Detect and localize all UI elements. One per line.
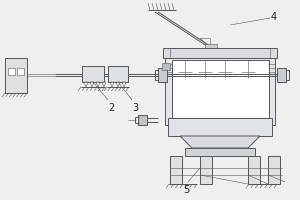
Text: 3: 3 [132, 103, 138, 113]
Bar [172, 60, 269, 118]
Bar [268, 156, 280, 184]
Text: 4: 4 [271, 12, 277, 22]
Bar [82, 66, 104, 82]
Polygon shape [84, 82, 88, 87]
Polygon shape [90, 82, 94, 87]
Polygon shape [122, 82, 126, 87]
Polygon shape [102, 82, 106, 87]
Bar [248, 156, 260, 184]
Bar [165, 55, 275, 125]
Bar [108, 66, 128, 82]
Text: 2: 2 [108, 103, 114, 113]
Bar [185, 148, 255, 156]
Bar [8, 68, 15, 75]
Bar [138, 115, 147, 125]
Bar [277, 68, 286, 82]
Bar [168, 118, 272, 136]
Bar [162, 63, 170, 70]
Text: 5: 5 [183, 185, 189, 195]
Bar [5, 58, 27, 93]
Polygon shape [180, 136, 260, 148]
Bar [17, 68, 24, 75]
Bar [170, 156, 182, 184]
Bar [163, 48, 277, 58]
Polygon shape [110, 82, 114, 87]
Polygon shape [96, 82, 100, 87]
Bar [205, 44, 217, 54]
Polygon shape [116, 82, 120, 87]
Bar [200, 156, 212, 184]
Bar [158, 68, 167, 82]
